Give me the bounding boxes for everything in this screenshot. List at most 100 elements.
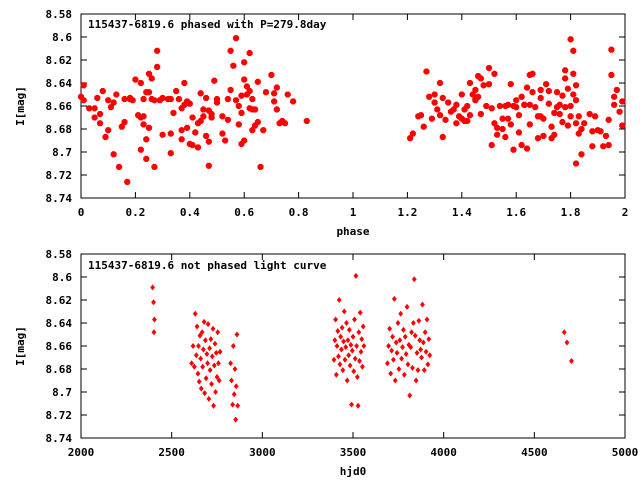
data-point xyxy=(605,116,612,123)
data-point xyxy=(249,127,256,134)
data-point xyxy=(545,100,552,107)
data-point xyxy=(605,142,612,149)
data-point xyxy=(232,366,238,372)
x-axis-label: hjd0 xyxy=(340,465,367,478)
data-point xyxy=(564,339,570,346)
data-point xyxy=(421,367,427,374)
data-point xyxy=(124,178,131,185)
data-point xyxy=(233,416,239,423)
data-point xyxy=(423,68,430,75)
data-point xyxy=(208,111,215,118)
data-point xyxy=(154,47,161,54)
data-point xyxy=(393,339,399,346)
data-point xyxy=(235,102,242,110)
data-point xyxy=(207,367,213,374)
data-point xyxy=(145,124,153,131)
x-tick-label: 2500 xyxy=(158,446,185,459)
data-point xyxy=(268,71,275,78)
x-tick-label: 2000 xyxy=(68,446,95,459)
data-point xyxy=(129,97,136,104)
y-tick-label: 8.68 xyxy=(46,363,73,376)
data-point xyxy=(494,131,501,138)
data-point xyxy=(211,362,217,369)
data-point xyxy=(241,137,248,144)
data-point xyxy=(284,91,291,98)
data-point xyxy=(178,136,185,143)
data-point xyxy=(91,114,98,121)
data-point xyxy=(600,143,607,150)
data-point xyxy=(219,113,226,120)
data-point xyxy=(359,336,365,343)
data-point xyxy=(107,104,114,111)
data-point xyxy=(477,75,484,82)
data-point xyxy=(388,370,394,377)
data-point xyxy=(485,81,493,88)
data-point xyxy=(238,109,245,116)
x-tick-label: 0.6 xyxy=(234,206,254,219)
data-point xyxy=(613,86,620,93)
data-point xyxy=(436,112,444,119)
data-point xyxy=(335,328,341,335)
data-point xyxy=(145,70,153,77)
data-point xyxy=(572,97,580,104)
data-point xyxy=(391,295,397,302)
data-point xyxy=(410,364,415,371)
data-point xyxy=(417,112,425,119)
data-point xyxy=(532,104,539,111)
data-point xyxy=(110,151,117,158)
data-point xyxy=(403,351,409,358)
data-point xyxy=(391,356,396,363)
data-point xyxy=(385,360,390,367)
x-tick-label: 3000 xyxy=(249,446,276,459)
data-point xyxy=(410,320,416,326)
data-point xyxy=(334,343,340,349)
data-point xyxy=(575,130,582,137)
data-point xyxy=(402,333,408,340)
data-point xyxy=(562,67,569,74)
data-point xyxy=(386,343,391,349)
data-point xyxy=(343,344,349,351)
data-point xyxy=(192,310,198,317)
data-point xyxy=(477,111,484,118)
data-point xyxy=(346,352,352,359)
data-point xyxy=(199,329,205,336)
data-point xyxy=(389,347,395,354)
data-points xyxy=(77,35,626,185)
data-point xyxy=(572,82,580,89)
data-point xyxy=(401,371,407,378)
data-point xyxy=(485,65,493,72)
data-point xyxy=(121,119,128,126)
data-point xyxy=(140,113,147,120)
x-tick-label: 1.8 xyxy=(561,206,581,219)
data-point xyxy=(207,345,212,352)
data-point xyxy=(453,101,460,108)
data-point xyxy=(233,383,239,390)
data-point xyxy=(254,78,261,85)
data-point xyxy=(507,121,514,128)
data-point xyxy=(241,76,248,83)
data-point xyxy=(611,101,618,108)
x-tick-label: 0.8 xyxy=(289,206,309,219)
data-point xyxy=(198,355,204,362)
data-point xyxy=(211,77,218,84)
data-point xyxy=(608,71,615,78)
data-point xyxy=(202,337,208,344)
data-point xyxy=(352,355,358,362)
data-point xyxy=(567,102,574,110)
data-point xyxy=(231,391,237,398)
data-point xyxy=(281,120,289,127)
data-point xyxy=(159,131,166,138)
data-point xyxy=(208,336,214,343)
y-axis-label: I[mag] xyxy=(14,326,27,366)
data-point xyxy=(357,357,362,364)
y-tick-label: 8.68 xyxy=(46,123,73,136)
data-point xyxy=(211,402,216,409)
x-tick-label: 3500 xyxy=(340,446,367,459)
x-tick-label: 1 xyxy=(350,206,357,219)
data-point xyxy=(395,320,401,326)
data-point xyxy=(356,329,362,336)
data-point xyxy=(206,395,212,402)
data-point xyxy=(205,138,212,145)
data-point xyxy=(581,120,588,127)
data-point xyxy=(564,85,571,92)
